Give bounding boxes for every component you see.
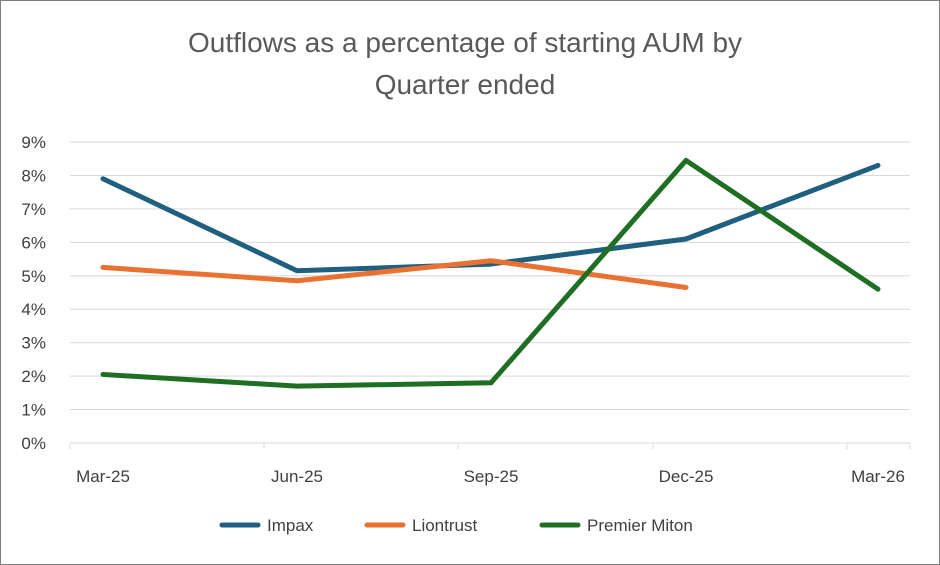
y-tick-label: 6% [21, 233, 46, 252]
y-tick-label: 7% [21, 200, 46, 219]
x-tick-label: Mar-26 [851, 467, 905, 486]
chart-title-line2: Quarter ended [374, 69, 556, 100]
y-tick-label: 5% [21, 267, 46, 286]
x-tick-label: Sep-25 [464, 467, 519, 486]
legend-label-impax: Impax [267, 516, 314, 535]
y-tick-label: 1% [21, 401, 46, 420]
x-tick-label: Mar-25 [76, 467, 130, 486]
chart-title-line1: Outflows as a percentage of starting AUM… [187, 27, 743, 58]
y-tick-label: 8% [21, 166, 46, 185]
y-tick-label: 9% [21, 133, 46, 152]
legend-label-liontrust: Liontrust [412, 516, 477, 535]
series-line-liontrust [100, 258, 689, 290]
x-tick-label: Jun-25 [271, 467, 323, 486]
x-tick-label: Dec-25 [659, 467, 714, 486]
y-tick-label: 3% [21, 334, 46, 353]
y-tick-label: 2% [21, 367, 46, 386]
series-line-impax [100, 162, 881, 274]
y-tick-label: 4% [21, 300, 46, 319]
legend-label-premier-miton: Premier Miton [587, 516, 693, 535]
y-tick-label: 0% [21, 434, 46, 453]
chart-title: Outflows as a percentage of starting AUM… [100, 22, 830, 106]
